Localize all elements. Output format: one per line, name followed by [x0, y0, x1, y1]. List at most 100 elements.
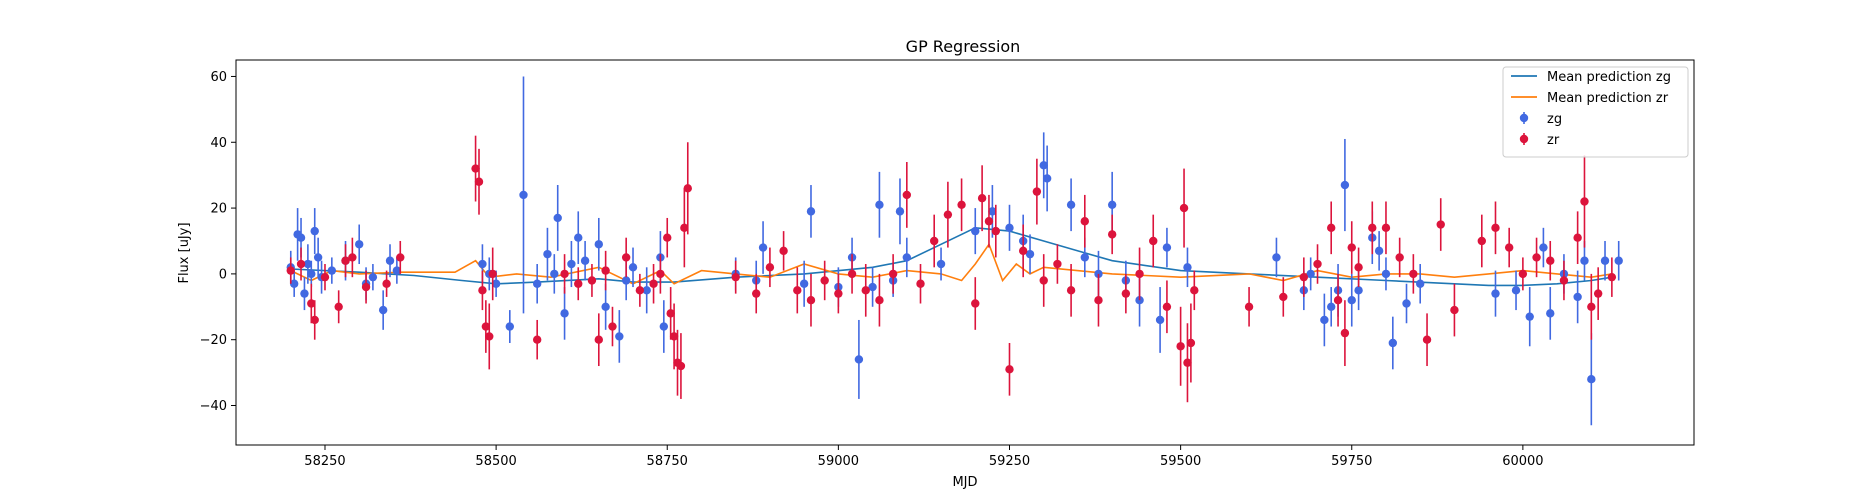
- zg-point: [1080, 253, 1089, 262]
- zg-point: [971, 226, 980, 236]
- zg-point: [478, 259, 487, 269]
- legend-item-zr: zr: [1519, 133, 1560, 148]
- x-tick-label: 60000: [1502, 454, 1543, 469]
- y-tick-label: −20: [200, 333, 227, 348]
- zr-point: [478, 286, 487, 295]
- zg-point: [1587, 374, 1596, 384]
- zg-point: [392, 266, 402, 275]
- zg-point: [543, 249, 552, 259]
- zr-point: [382, 279, 391, 288]
- zg-point: [1580, 256, 1589, 265]
- zg-point: [307, 269, 316, 279]
- zr-point: [1299, 272, 1309, 282]
- zg-point: [1600, 256, 1610, 265]
- zr-point: [296, 259, 306, 269]
- zr-point: [471, 164, 480, 173]
- y-tick-label: 40: [210, 136, 227, 151]
- zr-point: [1190, 286, 1199, 295]
- zr-point: [1593, 289, 1603, 298]
- zg-point: [1415, 279, 1425, 288]
- zr-point: [560, 269, 569, 279]
- legend-item-zg: zg: [1519, 112, 1562, 127]
- data-points: [286, 76, 1623, 426]
- zg-point: [296, 233, 306, 242]
- zr-point: [663, 233, 672, 242]
- zr-point: [587, 276, 597, 285]
- zr-point: [1422, 335, 1432, 344]
- zr-point: [1005, 365, 1014, 374]
- zr-point: [334, 302, 343, 311]
- zg-point: [580, 256, 590, 265]
- zr-point: [1039, 276, 1048, 285]
- zg-point: [1155, 315, 1165, 325]
- zg-point: [289, 279, 299, 288]
- y-tick-label: −40: [200, 399, 227, 414]
- zg-point: [1546, 309, 1555, 318]
- zr-point: [1121, 289, 1131, 298]
- zr-point: [1347, 243, 1356, 252]
- zg-point: [628, 263, 638, 272]
- zr-point: [286, 266, 295, 275]
- zg-point: [303, 259, 313, 269]
- zr-point: [1395, 253, 1404, 262]
- zr-point: [929, 236, 939, 246]
- zr-point: [1162, 302, 1172, 311]
- zg-point: [902, 253, 912, 262]
- zg-point: [1614, 256, 1623, 265]
- zg-point: [491, 279, 501, 288]
- zr-point: [1244, 302, 1254, 311]
- zr-point: [847, 269, 857, 279]
- zr-point: [971, 299, 980, 308]
- zg-point: [1162, 243, 1172, 252]
- zr-point: [1409, 269, 1418, 279]
- zr-point: [1333, 296, 1343, 305]
- zr-point: [1587, 302, 1596, 311]
- zr-point: [1559, 276, 1569, 285]
- zg-point: [1573, 292, 1582, 302]
- zg-point: [1381, 269, 1391, 279]
- zr-point: [765, 263, 775, 272]
- zg-point: [875, 200, 884, 209]
- zr-point: [1518, 269, 1528, 279]
- zr-point: [820, 276, 829, 285]
- zr-point: [1186, 338, 1196, 348]
- zr-point: [834, 289, 843, 298]
- zg-point: [1042, 174, 1052, 183]
- zg-point: [1388, 338, 1398, 348]
- zr-point: [1149, 236, 1158, 246]
- zr-point: [1381, 223, 1391, 233]
- legend-item-mean-prediction-zg: Mean prediction zg: [1511, 70, 1671, 85]
- zr-point: [1340, 328, 1350, 338]
- zr-point: [481, 322, 491, 331]
- zg-point: [1025, 249, 1035, 259]
- zg-point: [758, 243, 768, 252]
- zr-point: [666, 309, 675, 318]
- x-axis-label: MJD: [952, 475, 977, 490]
- zr-point: [1094, 296, 1103, 305]
- zg-point: [378, 305, 388, 315]
- zr-point: [532, 335, 542, 344]
- legend-box: [1502, 66, 1689, 158]
- zr-point: [1080, 217, 1089, 226]
- zg-point: [385, 256, 395, 265]
- zg-point: [1491, 289, 1500, 298]
- zr-point: [307, 299, 316, 308]
- legend-label: Mean prediction zr: [1547, 91, 1669, 106]
- zg-point: [550, 269, 559, 279]
- zr-point: [683, 184, 692, 193]
- chart-title: GP Regression: [906, 37, 1021, 56]
- zg-point: [1094, 269, 1103, 279]
- zg-point: [659, 322, 669, 331]
- zg-point: [505, 322, 515, 331]
- legend-label: zg: [1547, 112, 1562, 127]
- zr-point: [1313, 259, 1322, 269]
- zr-point: [984, 217, 994, 226]
- zr-point: [1066, 286, 1076, 295]
- zr-point: [474, 177, 484, 186]
- zr-point: [574, 279, 583, 288]
- zr-point: [361, 282, 371, 292]
- zr-point: [1573, 233, 1582, 242]
- zr-point: [310, 315, 319, 325]
- zr-point: [861, 286, 870, 295]
- zr-point: [875, 296, 884, 305]
